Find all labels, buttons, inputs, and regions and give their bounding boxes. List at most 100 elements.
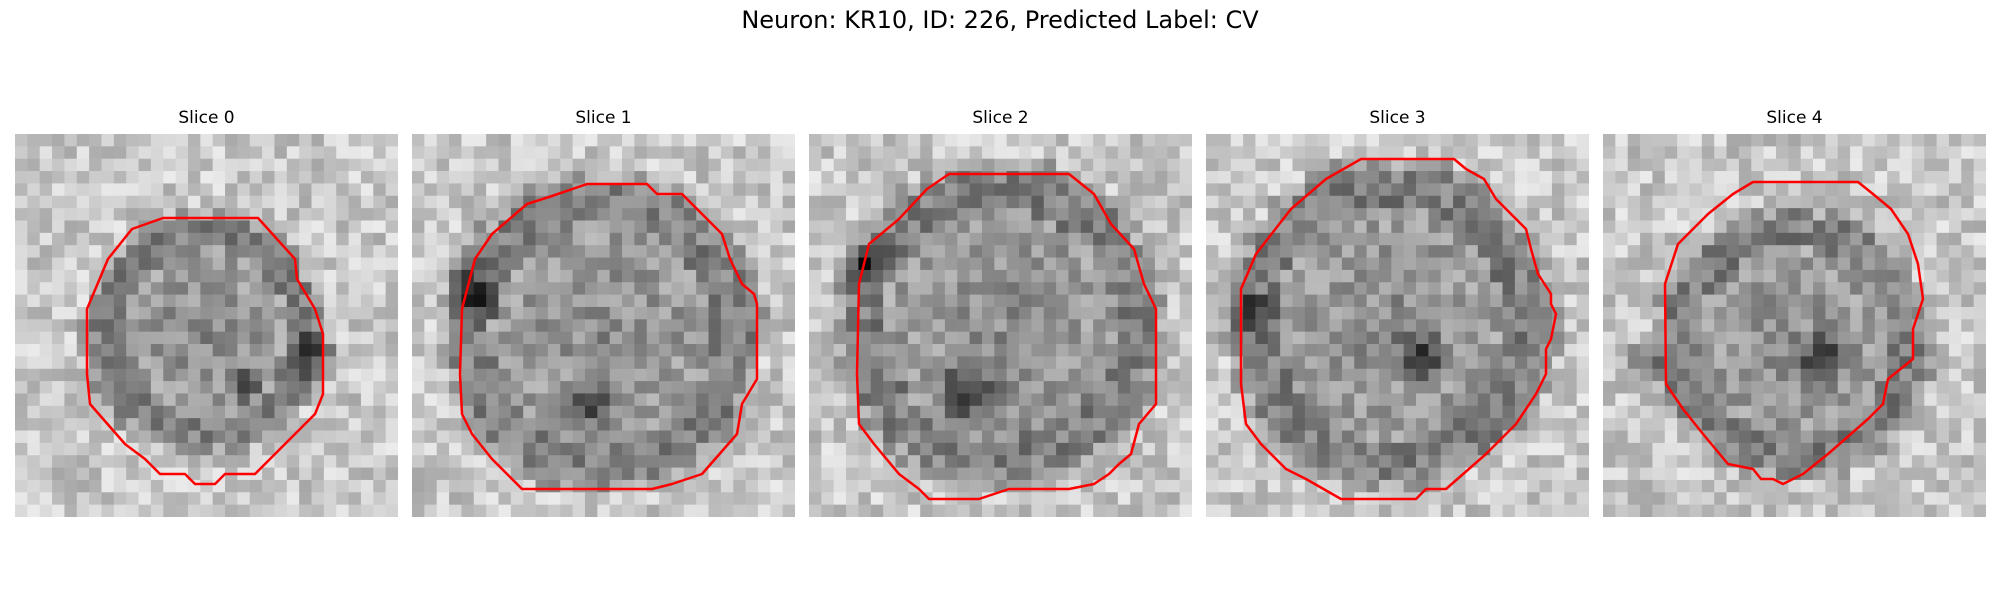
image-pixel — [64, 405, 78, 419]
image-pixel — [212, 442, 226, 456]
image-pixel — [858, 405, 872, 419]
image-pixel — [733, 257, 746, 271]
image-pixel — [560, 146, 574, 160]
image-pixel — [175, 294, 189, 308]
image-pixel — [1354, 344, 1368, 357]
image-pixel — [944, 467, 958, 481]
image-pixel — [1440, 405, 1454, 419]
image-pixel — [708, 134, 722, 147]
image-pixel — [1714, 492, 1727, 506]
image-pixel — [944, 257, 958, 271]
image-pixel — [1738, 504, 1752, 517]
image-pixel — [1403, 504, 1417, 517]
image-pixel — [696, 158, 709, 172]
image-pixel — [1850, 282, 1863, 296]
image-pixel — [858, 319, 872, 333]
image-pixel — [27, 455, 41, 468]
image-pixel — [1603, 146, 1616, 160]
image-pixel — [1701, 134, 1715, 147]
image-pixel — [412, 171, 425, 184]
image-pixel — [1416, 195, 1429, 209]
image-pixel — [1179, 269, 1192, 283]
image-pixel — [1130, 356, 1143, 370]
image-pixel — [1292, 171, 1306, 184]
image-pixel — [163, 158, 177, 172]
image-pixel — [323, 245, 337, 258]
image-pixel — [1751, 232, 1765, 246]
image-pixel — [708, 232, 722, 246]
image-pixel — [1167, 368, 1181, 382]
image-pixel — [1813, 405, 1826, 419]
image-pixel — [1019, 331, 1032, 345]
image-pixel — [1862, 319, 1876, 333]
image-pixel — [1093, 245, 1106, 258]
image-pixel — [461, 356, 475, 370]
image-pixel — [1738, 331, 1752, 345]
image-pixel — [1564, 183, 1578, 197]
image-pixel — [1800, 368, 1814, 382]
image-pixel — [547, 368, 561, 382]
image-pixel — [101, 220, 115, 234]
image-pixel — [1615, 282, 1629, 296]
image-pixel — [64, 134, 78, 147]
image-pixel — [1317, 442, 1330, 456]
image-pixel — [757, 356, 771, 370]
image-pixel — [89, 467, 102, 481]
image-pixel — [757, 245, 771, 258]
image-pixel — [1936, 183, 1950, 197]
image-pixel — [212, 306, 226, 320]
image-pixel — [560, 257, 574, 271]
image-pixel — [1403, 306, 1417, 320]
image-pixel — [1961, 455, 1975, 468]
image-pixel — [646, 331, 660, 345]
image-pixel — [969, 232, 983, 246]
image-pixel — [237, 183, 251, 197]
image-pixel — [932, 282, 946, 296]
image-pixel — [1317, 344, 1330, 357]
image-pixel — [1502, 368, 1516, 382]
image-pixel — [1751, 158, 1765, 172]
image-pixel — [846, 418, 859, 431]
image-pixel — [1837, 146, 1851, 160]
image-pixel — [1800, 158, 1814, 172]
image-pixel — [1403, 455, 1417, 468]
image-pixel — [249, 418, 263, 431]
image-pixel — [15, 257, 28, 271]
image-pixel — [572, 442, 586, 456]
image-pixel — [1117, 368, 1131, 382]
image-pixel — [424, 306, 438, 320]
image-pixel — [1738, 282, 1752, 296]
image-pixel — [1726, 381, 1740, 394]
image-pixel — [1068, 195, 1082, 209]
image-pixel — [1403, 479, 1417, 493]
image-pixel — [1850, 356, 1863, 370]
image-pixel — [981, 269, 995, 283]
image-pixel — [622, 319, 635, 333]
image-pixel — [1911, 504, 1925, 517]
image-pixel — [1080, 492, 1094, 506]
image-pixel — [1403, 146, 1417, 160]
image-pixel — [1280, 442, 1293, 456]
image-pixel — [1874, 504, 1888, 517]
image-pixel — [1738, 492, 1752, 506]
image-pixel — [1664, 294, 1678, 308]
image-pixel — [1677, 344, 1690, 357]
image-pixel — [572, 331, 586, 345]
image-pixel — [336, 245, 349, 258]
image-pixel — [1502, 479, 1516, 493]
image-pixel — [932, 381, 946, 394]
image-pixel — [126, 294, 139, 308]
image-pixel — [846, 344, 859, 357]
image-pixel — [1142, 245, 1156, 258]
image-pixel — [547, 319, 561, 333]
image-pixel — [225, 479, 238, 493]
image-pixel — [733, 134, 746, 147]
image-pixel — [1179, 381, 1192, 394]
image-pixel — [1825, 294, 1839, 308]
image-pixel — [1329, 232, 1343, 246]
image-pixel — [1911, 405, 1925, 419]
image-pixel — [809, 319, 822, 333]
image-pixel — [1440, 134, 1454, 147]
image-pixel — [846, 282, 859, 296]
image-pixel — [809, 146, 822, 160]
